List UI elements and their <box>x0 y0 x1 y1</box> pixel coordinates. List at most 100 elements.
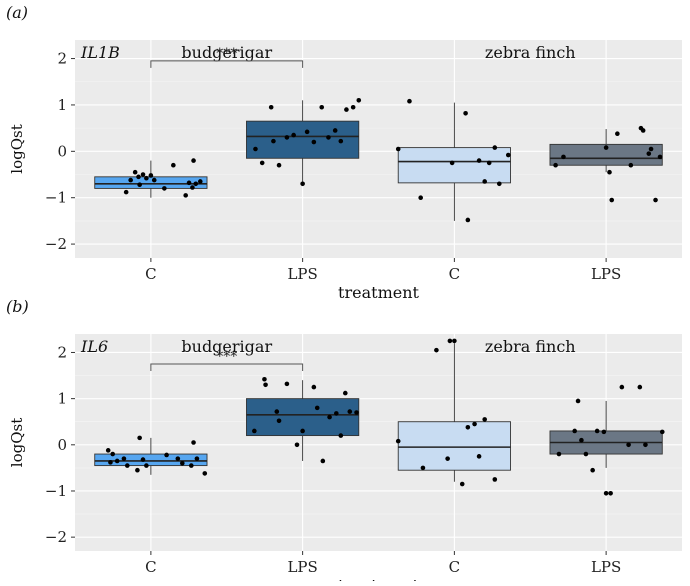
data-point <box>344 107 349 112</box>
data-point <box>319 104 325 110</box>
box-iqr <box>94 453 208 467</box>
facet-label: budgerigar <box>181 337 272 356</box>
significance-label: *** <box>216 46 237 62</box>
data-point <box>603 490 609 496</box>
significance-label: *** <box>216 349 237 365</box>
data-point <box>311 384 317 390</box>
data-point <box>128 177 133 183</box>
panel-label: (b) <box>6 297 29 316</box>
data-point <box>628 162 634 168</box>
data-point <box>194 456 200 461</box>
data-point <box>124 463 130 468</box>
data-point <box>465 424 471 430</box>
y-tick-label: −1 <box>45 189 67 207</box>
facet-label: zebra finch <box>485 43 576 62</box>
data-point <box>137 435 142 441</box>
data-point <box>110 451 115 457</box>
y-tick-label: −2 <box>45 528 67 546</box>
box-iqr <box>397 147 511 184</box>
x-axis-title: treatment <box>338 576 419 581</box>
data-point <box>449 160 455 166</box>
data-point <box>259 160 265 166</box>
data-point <box>463 110 468 116</box>
data-point <box>294 442 300 448</box>
data-point <box>144 463 149 468</box>
boxplot-budgerigar-LPS <box>246 376 360 464</box>
y-axis-title: logQst <box>8 124 26 173</box>
data-point <box>615 131 620 136</box>
box-iqr <box>549 143 663 166</box>
boxplot-zebra-finch-C <box>395 98 511 223</box>
data-point <box>472 421 477 427</box>
data-point <box>447 338 453 344</box>
data-point <box>601 429 607 435</box>
x-tick-label: C <box>145 265 156 283</box>
data-point <box>338 138 344 144</box>
x-tick-label: C <box>145 558 156 576</box>
boxplot-budgerigar-LPS <box>246 97 362 187</box>
panel-label: (a) <box>6 3 28 22</box>
data-point <box>121 456 127 461</box>
data-point <box>197 179 203 184</box>
data-point <box>486 160 492 166</box>
data-point <box>407 98 412 104</box>
data-point <box>492 145 498 150</box>
data-point <box>603 145 609 150</box>
data-point <box>284 381 290 387</box>
data-point <box>640 128 646 133</box>
data-point <box>452 338 457 344</box>
x-tick-label: C <box>449 265 460 283</box>
data-point <box>646 151 652 156</box>
data-point <box>482 417 487 422</box>
boxplot-zebra-finch-C <box>395 338 511 487</box>
data-point <box>496 181 502 187</box>
data-point <box>327 414 332 420</box>
data-point <box>334 411 339 416</box>
data-point <box>637 384 643 390</box>
data-point <box>659 429 665 435</box>
x-tick-label: LPS <box>287 558 317 576</box>
data-point <box>202 471 208 476</box>
data-point <box>183 193 188 198</box>
data-point <box>465 217 471 223</box>
data-point <box>561 154 566 160</box>
data-point <box>284 135 290 140</box>
data-point <box>164 452 169 458</box>
y-tick-label: 0 <box>57 142 67 160</box>
data-point <box>105 448 111 453</box>
data-point <box>123 189 129 195</box>
data-point <box>418 195 423 201</box>
data-point <box>300 181 305 187</box>
data-point <box>607 169 612 175</box>
data-point <box>342 390 348 396</box>
data-point <box>189 463 194 468</box>
data-point <box>476 158 482 163</box>
data-point <box>291 132 296 138</box>
data-point <box>445 456 450 461</box>
data-point <box>332 128 338 133</box>
boxplot-budgerigar-C <box>94 158 208 198</box>
data-point <box>476 454 482 459</box>
boxplot-zebra-finch-LPS <box>549 125 663 203</box>
data-point <box>135 467 140 473</box>
y-tick-label: 0 <box>57 436 67 454</box>
data-point <box>311 139 317 145</box>
data-point <box>579 437 584 443</box>
x-tick-label: LPS <box>287 265 317 283</box>
data-point <box>350 104 356 110</box>
data-point <box>114 458 120 464</box>
data-point <box>653 197 658 203</box>
boxplot-zebra-finch-LPS <box>549 384 665 496</box>
data-point <box>648 146 654 152</box>
x-tick-label: C <box>449 558 460 576</box>
data-point <box>175 456 181 461</box>
data-point <box>252 428 257 434</box>
data-point <box>136 174 141 180</box>
data-point <box>276 418 282 424</box>
data-point <box>320 458 326 464</box>
data-point <box>354 410 359 415</box>
data-point <box>108 460 113 465</box>
facet-label: budgerigar <box>181 43 272 62</box>
data-point <box>643 442 648 448</box>
